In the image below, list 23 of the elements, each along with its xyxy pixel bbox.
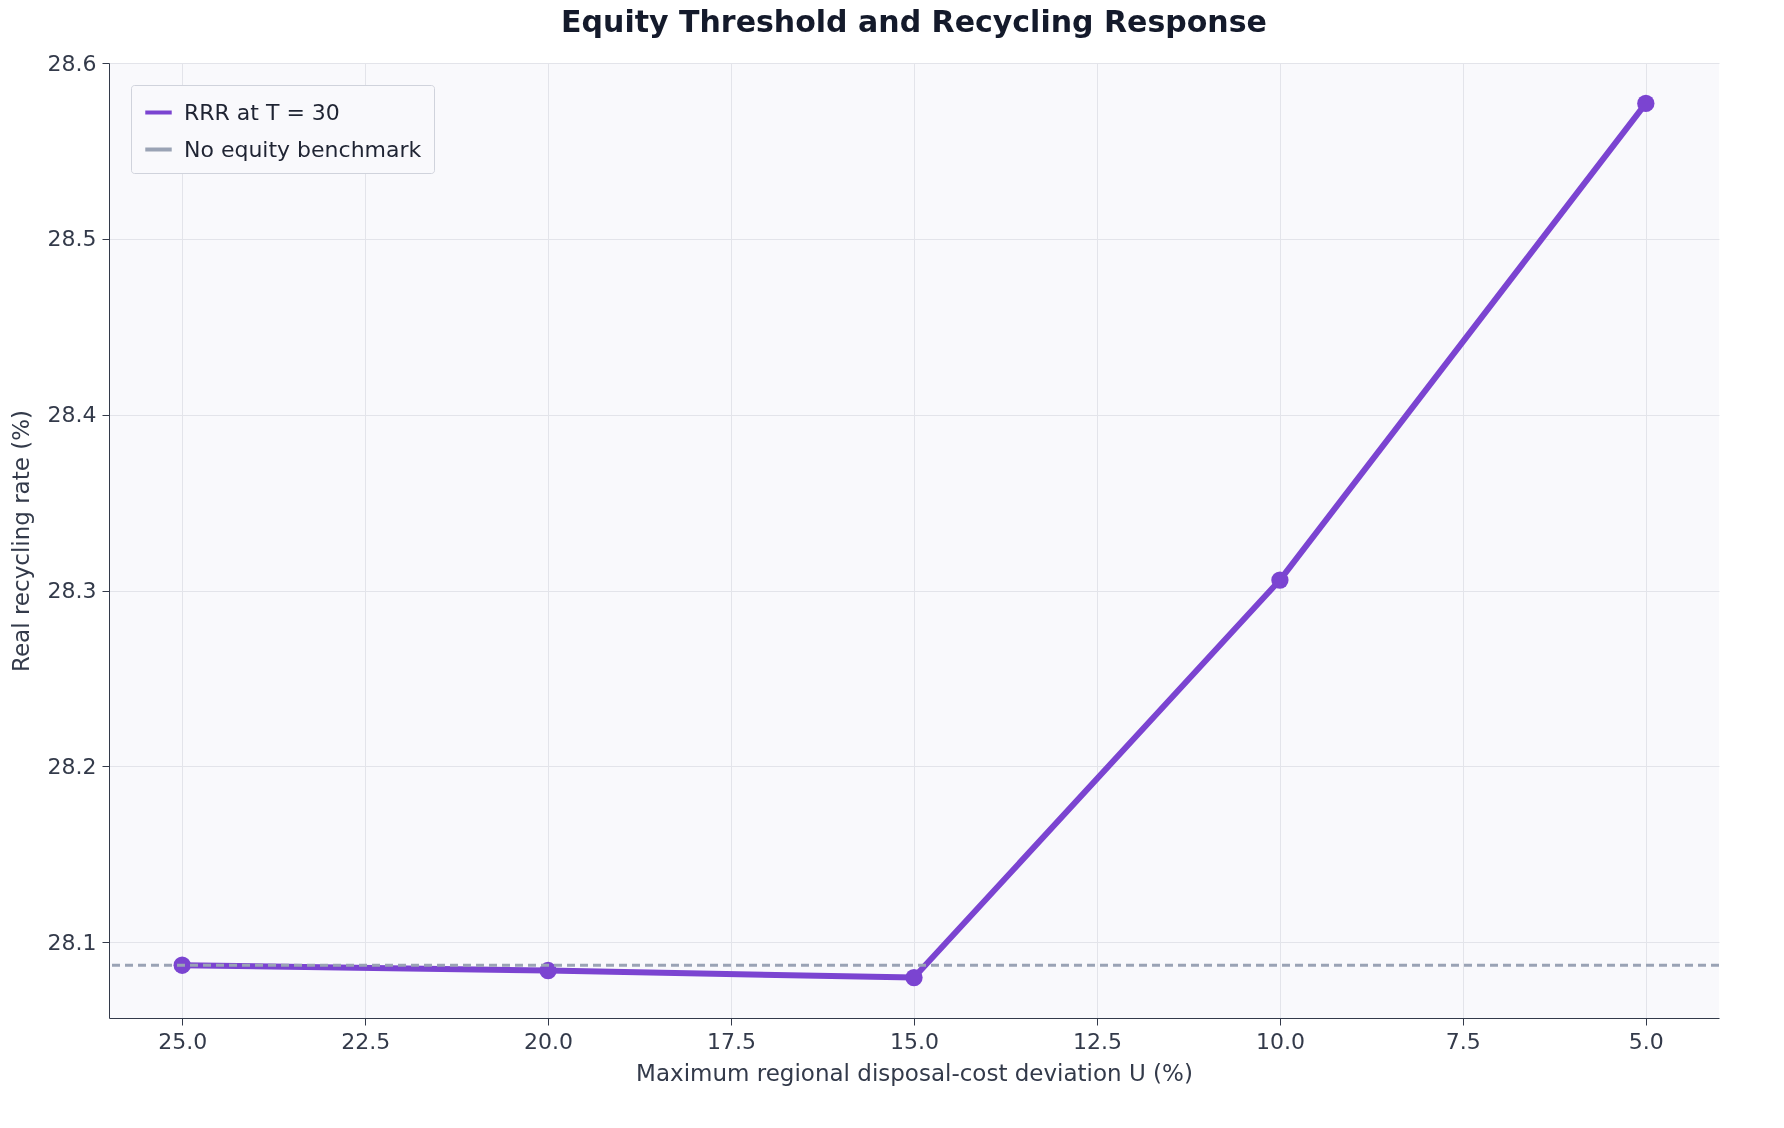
x-tick-label: 10.0	[1255, 1028, 1305, 1054]
legend-label: RRR at T = 30	[184, 99, 340, 125]
point	[1271, 571, 1289, 589]
chart-title: Equity Threshold and Recycling Response	[561, 4, 1267, 39]
legend-label: No equity benchmark	[184, 136, 422, 162]
point	[1637, 94, 1655, 113]
x-tick-label: 22.5	[341, 1028, 391, 1054]
y-tick-label: 28.6	[47, 50, 97, 76]
x-tick-label: 15.0	[890, 1028, 939, 1054]
y-tick-label: 28.2	[47, 754, 97, 779]
y-tick-label: 28.5	[47, 226, 97, 252]
y-tick-label: 28.3	[47, 578, 97, 604]
x-tick-label: 12.5	[1072, 1028, 1122, 1054]
x-tick-label: 20.0	[524, 1028, 574, 1054]
x-axis-title: Maximum regional disposal-cost deviation U (%)	[636, 1059, 1193, 1086]
x-tick-label: 25.0	[158, 1028, 208, 1054]
y-tick-label: 28.4	[47, 402, 97, 428]
x-tick-label: 5.0	[1628, 1028, 1664, 1054]
y-axis-title: Real recycling rate (%)	[7, 410, 34, 672]
point	[905, 968, 923, 987]
y-tick-label: 28.1	[47, 929, 97, 955]
x-tick-label: 17.5	[707, 1028, 757, 1054]
x-tick-label: 7.5	[1445, 1028, 1481, 1054]
